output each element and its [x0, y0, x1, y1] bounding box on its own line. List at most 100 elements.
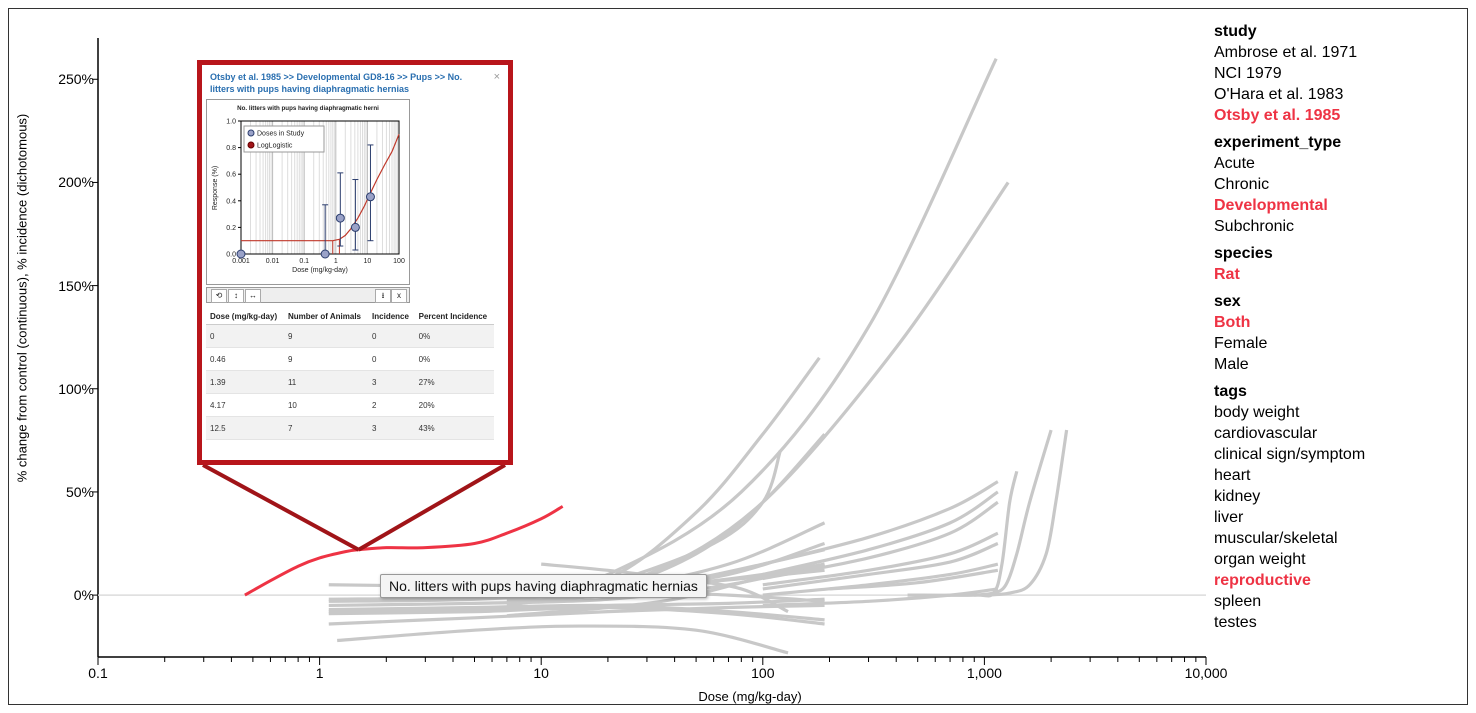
endpoint-curve[interactable]: [328, 603, 825, 626]
endpoint-curve[interactable]: [829, 568, 999, 591]
endpoint-curve[interactable]: [762, 542, 999, 591]
table-cell: 1.39: [206, 370, 284, 394]
endpoint-curve[interactable]: [328, 605, 825, 626]
inset-dose-point: [365, 192, 375, 202]
legend-item[interactable]: spleen: [1214, 593, 1262, 610]
endpoint-curve[interactable]: [506, 572, 773, 618]
legend-item[interactable]: heart: [1214, 467, 1251, 484]
endpoint-curve[interactable]: [762, 500, 999, 581]
endpoint-curve[interactable]: [337, 624, 789, 655]
legend-item[interactable]: cardiovascular: [1214, 425, 1318, 442]
legend-item[interactable]: Rat: [1214, 266, 1240, 283]
inset-x-tick-label: 100: [393, 258, 405, 265]
legend-item[interactable]: Both: [1214, 314, 1251, 331]
inset-x-tick-label: 0.001: [232, 258, 250, 265]
table-cell: 3: [368, 416, 415, 440]
inset-y-tick-label: 0.8: [226, 145, 236, 152]
x-tick-label: 10: [533, 665, 549, 681]
legend-item[interactable]: kidney: [1214, 488, 1261, 505]
table-cell: 43%: [414, 416, 494, 440]
highlighted-endpoint-curve[interactable]: [244, 505, 564, 597]
legend-item[interactable]: NCI 1979: [1214, 65, 1282, 82]
legend-item[interactable]: body weight: [1214, 404, 1300, 421]
y-axis-label: % change from control (continuous), % in…: [14, 113, 30, 483]
legend-item[interactable]: O'Hara et al. 1983: [1214, 86, 1344, 103]
endpoint-curve[interactable]: [762, 490, 999, 577]
dose-response-chart: No. litters with pups having diaphragmat…: [206, 99, 410, 285]
endpoint-curve[interactable]: [540, 181, 1010, 597]
endpoint-curve[interactable]: [762, 562, 999, 597]
dose-response-svg: No. litters with pups having diaphragmat…: [212, 105, 405, 274]
table-cell: 0%: [414, 324, 494, 348]
endpoint-popup: Otsby et al. 1985 >> Developmental GD8-1…: [197, 60, 513, 465]
legend-item[interactable]: Female: [1214, 335, 1268, 352]
y-tick-label: 200%: [58, 174, 94, 191]
table-cell: 4.17: [206, 393, 284, 417]
legend-item[interactable]: Developmental: [1214, 197, 1328, 214]
legend-group-species: species Rat: [1214, 243, 1454, 285]
endpoint-curve[interactable]: [984, 429, 1069, 597]
zoom-y-button[interactable]: ↕: [228, 289, 244, 303]
endpoint-curve[interactable]: [762, 587, 999, 608]
x-tick-label: 1: [315, 665, 324, 681]
dose-response-table: Dose (mg/kg-day) Number of Animals Inciden…: [206, 309, 494, 440]
table-row: 4.17 10 2 20%: [206, 393, 494, 417]
legend-group-title: study: [1214, 23, 1257, 40]
legend-item[interactable]: liver: [1214, 509, 1244, 526]
inset-y-label: Response (%): [212, 166, 219, 210]
endpoint-curve[interactable]: [328, 603, 825, 622]
inset-legend-label: LogLogistic: [257, 143, 293, 150]
legend-item[interactable]: testes: [1214, 614, 1257, 631]
table-cell: 0: [368, 347, 415, 371]
legend-item[interactable]: muscular/skeletal: [1214, 530, 1338, 547]
inset-x-tick-label: 10: [364, 258, 372, 265]
y-tick-label: 50%: [65, 483, 94, 500]
close-chart-button[interactable]: x: [391, 289, 407, 303]
inset-x-label: Dose (mg/kg-day): [292, 267, 348, 274]
legend-group-study: study Ambrose et al. 1971 NCI 1979 O'Hara e…: [1214, 21, 1454, 126]
legend-item[interactable]: reproductive: [1214, 572, 1311, 589]
legend-item[interactable]: Chronic: [1214, 176, 1270, 193]
table-cell: 9: [283, 324, 369, 348]
legend-group-title: experiment_type: [1214, 134, 1342, 151]
inset-dose-point: [335, 213, 345, 223]
popup-close-icon[interactable]: ×: [493, 71, 500, 83]
legend-item[interactable]: Male: [1214, 356, 1249, 373]
legend-group-title: sex: [1214, 293, 1241, 310]
legend-item[interactable]: organ weight: [1214, 551, 1306, 568]
endpoint-curve[interactable]: [762, 531, 999, 587]
endpoint-curve[interactable]: [762, 480, 999, 566]
popup-breadcrumb[interactable]: Otsby et al. 1985 >> Developmental GD8-1…: [210, 72, 463, 94]
table-row: 12.5 7 3 43%: [206, 416, 494, 440]
legend-item[interactable]: Subchronic: [1214, 218, 1295, 235]
inset-legend-marker-doses: [247, 129, 255, 137]
inset-x-tick-label: 0.1: [299, 258, 309, 265]
endpoint-curve[interactable]: [519, 57, 998, 597]
legend-group-experiment_type: experiment_type Acute Chronic Developmental…: [1214, 132, 1454, 237]
reset-zoom-button[interactable]: ⟲: [211, 289, 227, 303]
y-tick-label: 100%: [58, 380, 94, 397]
download-button[interactable]: ⭳: [375, 289, 391, 303]
legend-item[interactable]: Acute: [1214, 155, 1255, 172]
table-header: Percent Incidence: [414, 309, 494, 325]
table-cell: 7: [283, 416, 369, 440]
legend-group-title: species: [1214, 245, 1273, 262]
table-cell: 20%: [414, 393, 494, 417]
endpoint-curve[interactable]: [907, 470, 1019, 598]
legend-item[interactable]: clinical sign/symptom: [1214, 446, 1366, 463]
table-cell: 0%: [414, 347, 494, 371]
legend-item[interactable]: Otsby et al. 1985: [1214, 107, 1341, 124]
inset-legend: [243, 125, 325, 153]
table-cell: 3: [368, 370, 415, 394]
legend-panel: study Ambrose et al. 1971 NCI 1979 O'Hara e…: [1214, 21, 1454, 639]
table-cell: 0.46: [206, 347, 284, 371]
inset-dose-point: [350, 222, 360, 232]
y-tick-label: 150%: [58, 277, 94, 294]
legend-item[interactable]: Ambrose et al. 1971: [1214, 44, 1358, 61]
callout-edge-right: [357, 463, 507, 552]
callout-edge-left: [202, 463, 360, 552]
inset-dose-point: [236, 249, 246, 259]
zoom-x-button[interactable]: ↔: [245, 289, 261, 303]
curve-tooltip: No. litters with pups having diaphragmat…: [380, 574, 707, 598]
inset-y-tick-label: 0.6: [226, 172, 236, 179]
